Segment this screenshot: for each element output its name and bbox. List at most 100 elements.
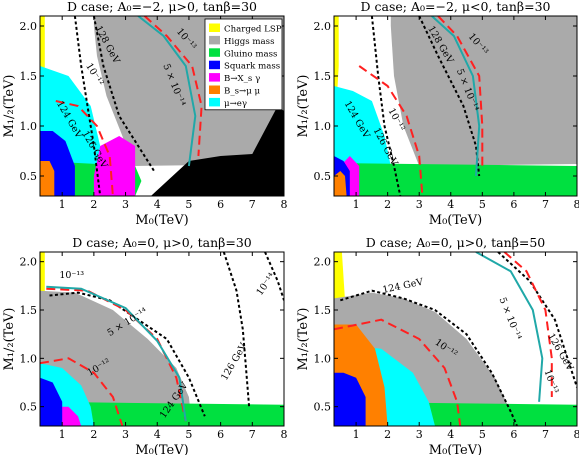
y-tick-label: 1.0 [314,352,332,365]
legend-label: Squark mass [224,62,280,72]
y-tick-label: 2.0 [20,20,38,33]
region-higgs-mass [390,16,577,166]
contour-solid-teal-4 [137,16,197,167]
x-tick-label: 4 [447,198,454,211]
y-tick-label: 2.0 [20,256,38,269]
x-tick-label: 7 [542,198,549,211]
legend-swatch [209,85,220,94]
contour-dash-black-0 [370,16,402,196]
x-tick-label: 5 [479,428,486,441]
legend-swatch [209,60,220,70]
region-b-x-s- [93,136,136,196]
x-tick-label: 8 [281,428,288,441]
region-squark-mass [40,377,63,426]
x-tick-label: 6 [510,428,517,441]
y-tick-label: 1.0 [20,120,38,133]
contour-dash-red-2 [334,318,462,426]
y-tick-label: 1.0 [314,120,332,133]
legend-label: Higgs mass [224,37,274,47]
x-tick-label: 5 [185,198,192,211]
legend-label: Charged LSP [224,25,282,35]
region-b-s- [334,171,347,196]
legend-swatch [209,35,220,45]
chart-title: D case; A₀=−2, μ>0, tanβ=30 [67,0,257,14]
legend-swatch [209,23,220,32]
x-tick-label: 6 [510,198,517,211]
x-tick-label: 4 [154,428,161,441]
plot-frame [333,15,578,197]
legend-swatch [209,73,220,82]
legend-swatch [209,97,220,107]
plot-frame [333,251,578,427]
y-axis-label: M₁/₂(TeV) [296,307,311,370]
x-tick-label: 8 [574,428,579,441]
x-tick-label: 7 [542,428,549,441]
y-axis-label: M₁/₂(TeV) [2,74,17,137]
contour-dash-black-1 [418,16,481,177]
plot-frame [39,15,285,197]
y-tick-label: 1.5 [314,70,332,83]
region-black-region [150,106,284,196]
legend: Charged LSP Higgs mass Gluino mass Squark m… [204,18,283,111]
y-tick-label: 0.5 [314,170,332,183]
x-tick-label: 1 [59,428,66,441]
x-axis-label: M₀(TeV) [135,443,188,455]
x-tick-label: 6 [217,198,224,211]
legend-swatch [209,48,220,57]
region-squark-mass [334,372,366,426]
contour-solid-teal-4 [431,16,481,177]
legend-label: B→X_s γ [224,74,260,84]
legend-label: B_s→μ μ [224,87,261,97]
contour-label-0: 10⁻¹³ [59,270,84,281]
y-tick-label: 1.5 [20,304,38,317]
contour-dash-black-0 [49,291,206,417]
contour-dash-black-1 [222,252,251,407]
x-tick-label: 3 [122,428,129,441]
contour-solid-teal-5 [46,285,187,422]
x-tick-label: 2 [90,198,97,211]
x-tick-label: 5 [185,428,192,441]
y-axis-label: M₁/₂(TeV) [2,307,17,370]
contour-dash-black-1 [497,252,577,388]
x-tick-label: 2 [384,428,391,441]
chart-title: D case; A₀=−2, μ<0, tanβ=30 [361,0,551,14]
x-tick-label: 7 [249,198,256,211]
x-axis-label: M₀(TeV) [429,213,482,228]
legend-label: Gluino mass [224,49,277,59]
contour-dash-red-3 [437,16,484,166]
y-tick-label: 0.5 [314,401,332,414]
x-tick-label: 2 [384,198,391,211]
y-tick-label: 2.0 [314,20,332,33]
contour-dash-black-0 [340,289,518,426]
x-tick-label: 1 [353,428,360,441]
y-tick-label: 0.5 [20,170,38,183]
legend-label: μ→eγ [224,99,247,109]
y-tick-label: 1.5 [20,70,38,83]
region-gluino-mass [40,401,284,426]
y-tick-label: 0.5 [20,401,38,414]
plot-frame [39,251,285,427]
contour-solid-teal-4 [475,252,544,402]
contour-dash-black-1 [92,16,155,172]
y-tick-label: 2.0 [314,256,332,269]
x-tick-label: 8 [574,198,579,211]
contour-dash-red-3 [143,16,203,157]
region-b-s- [40,161,55,196]
y-axis-label: M₁/₂(TeV) [296,74,311,137]
contour-dash-red-2 [55,100,114,196]
chart-title: D case; A₀=0, μ>0, tanβ=30 [72,235,252,250]
x-tick-label: 2 [90,428,97,441]
x-tick-label: 3 [122,198,129,211]
contour-dash-red-2 [358,65,424,196]
x-tick-label: 8 [281,198,288,211]
x-tick-label: 7 [249,428,256,441]
x-tick-label: 4 [447,428,454,441]
chart-title: D case; A₀=0, μ>0, tanβ=50 [366,235,546,250]
